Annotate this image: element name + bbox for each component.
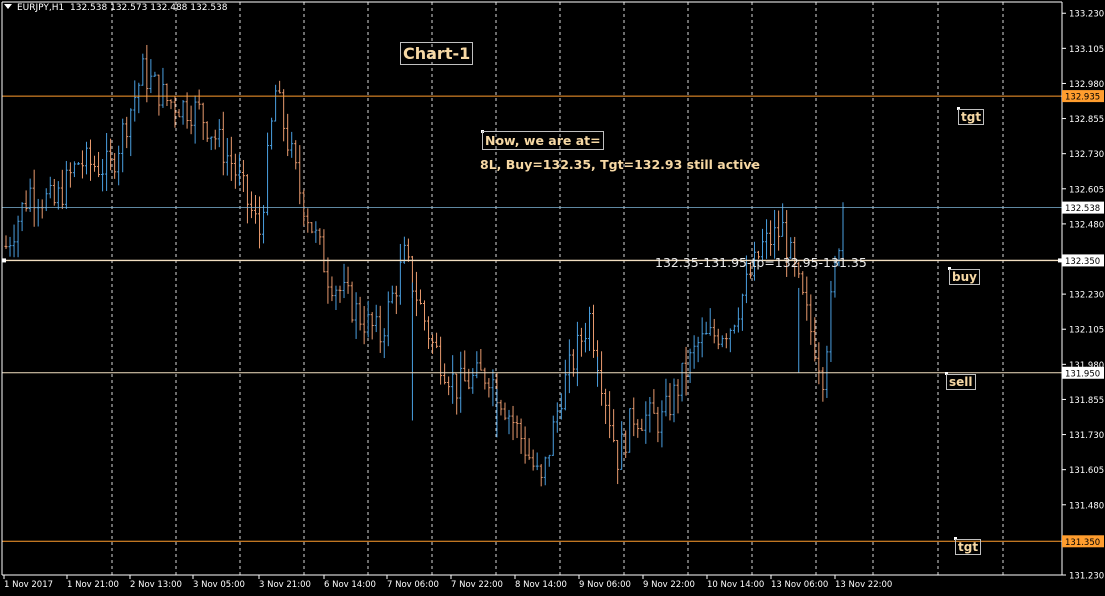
high-price: 132.573 xyxy=(110,3,148,13)
close-price: 132.538 xyxy=(190,3,228,13)
y-tick-label: 132.480 xyxy=(1069,220,1104,230)
tgt-upper-label[interactable]: tgt xyxy=(958,109,985,125)
tgt_lower-price-tag xyxy=(1062,535,1104,548)
chart-gridlines xyxy=(111,2,1004,575)
levels-annotation: 132.35-131.95-tp=132.95-131.35 xyxy=(655,255,867,270)
x-tick-label: 6 Nov 14:00 xyxy=(324,580,376,590)
y-tick-label: 131.855 xyxy=(1069,396,1104,406)
y-tick-label: 131.980 xyxy=(1069,361,1104,371)
tgt_upper-price-tag-text: 132.935 xyxy=(1065,93,1100,103)
anchor-dot xyxy=(945,372,948,375)
y-tick-label: 131.230 xyxy=(1069,572,1104,582)
x-tick-label: 9 Nov 22:00 xyxy=(643,580,695,590)
y-tick-label: 131.605 xyxy=(1069,466,1104,476)
chart-header[interactable]: EURJPY,H1 132.538 132.573 132.488 132.53… xyxy=(4,3,228,13)
x-tick-label: 3 Nov 21:00 xyxy=(259,580,311,590)
tgt_upper-price-tag xyxy=(1062,90,1104,103)
buy-line-handle-right xyxy=(1058,258,1062,263)
now-label-box[interactable]: Now, we are at= xyxy=(482,131,604,150)
buy-line-handle-left xyxy=(2,258,6,263)
x-tick-label: 8 Nov 14:00 xyxy=(515,580,567,590)
dropdown-triangle-icon[interactable] xyxy=(4,4,12,9)
y-tick-label: 131.480 xyxy=(1069,501,1104,511)
price-level-lines xyxy=(2,95,1062,542)
x-tick-label: 1 Nov 2017 xyxy=(4,580,53,590)
y-tick-label: 133.105 xyxy=(1069,45,1104,55)
chart-title-box[interactable]: Chart-1 xyxy=(400,42,474,65)
sell-price-tag xyxy=(1062,366,1104,379)
y-tick-label: 132.605 xyxy=(1069,185,1104,195)
x-tick-label: 10 Nov 14:00 xyxy=(707,580,764,590)
anchor-dot xyxy=(954,537,957,540)
bid-price-tag xyxy=(1062,201,1104,214)
x-tick-label: 3 Nov 05:00 xyxy=(193,580,245,590)
x-tick-label: 7 Nov 22:00 xyxy=(451,580,503,590)
y-tick-label: 131.730 xyxy=(1069,431,1104,441)
symbol-label: EURJPY,H1 xyxy=(17,3,65,13)
y-tick-label: 133.230 xyxy=(1069,10,1104,20)
y-tick-label: 132.855 xyxy=(1069,115,1104,125)
x-tick-label: 7 Nov 06:00 xyxy=(387,580,439,590)
sell-label[interactable]: sell xyxy=(946,374,976,390)
low-price: 132.488 xyxy=(150,3,188,13)
x-tick-label: 9 Nov 06:00 xyxy=(579,580,631,590)
x-tick-label: 13 Nov 22:00 xyxy=(835,580,892,590)
tgt_lower-price-tag-text: 131.350 xyxy=(1065,538,1100,548)
bid-price-tag-text: 132.538 xyxy=(1065,204,1100,214)
open-price: 132.538 xyxy=(70,3,108,13)
sell-price-tag-text: 131.950 xyxy=(1065,369,1100,379)
status-annotation: 8L, Buy=132.35, Tgt=132.93 still active xyxy=(480,157,761,172)
buy-label[interactable]: buy xyxy=(949,269,980,285)
x-tick-label: 1 Nov 21:00 xyxy=(67,580,119,590)
buy-price-tag xyxy=(1062,254,1104,267)
anchor-dot xyxy=(948,267,951,270)
y-tick-label: 132.105 xyxy=(1069,326,1104,336)
tgt-lower-label[interactable]: tgt xyxy=(955,539,982,555)
y-tick-label: 132.980 xyxy=(1069,80,1104,90)
anchor-dot xyxy=(957,107,960,110)
x-tick-label: 2 Nov 13:00 xyxy=(130,580,182,590)
x-tick-label: 13 Nov 06:00 xyxy=(771,580,828,590)
buy-price-tag-text: 132.350 xyxy=(1065,257,1100,267)
y-tick-label: 132.230 xyxy=(1069,291,1104,301)
y-tick-label: 132.730 xyxy=(1069,150,1104,160)
candlestick-series xyxy=(4,44,845,487)
